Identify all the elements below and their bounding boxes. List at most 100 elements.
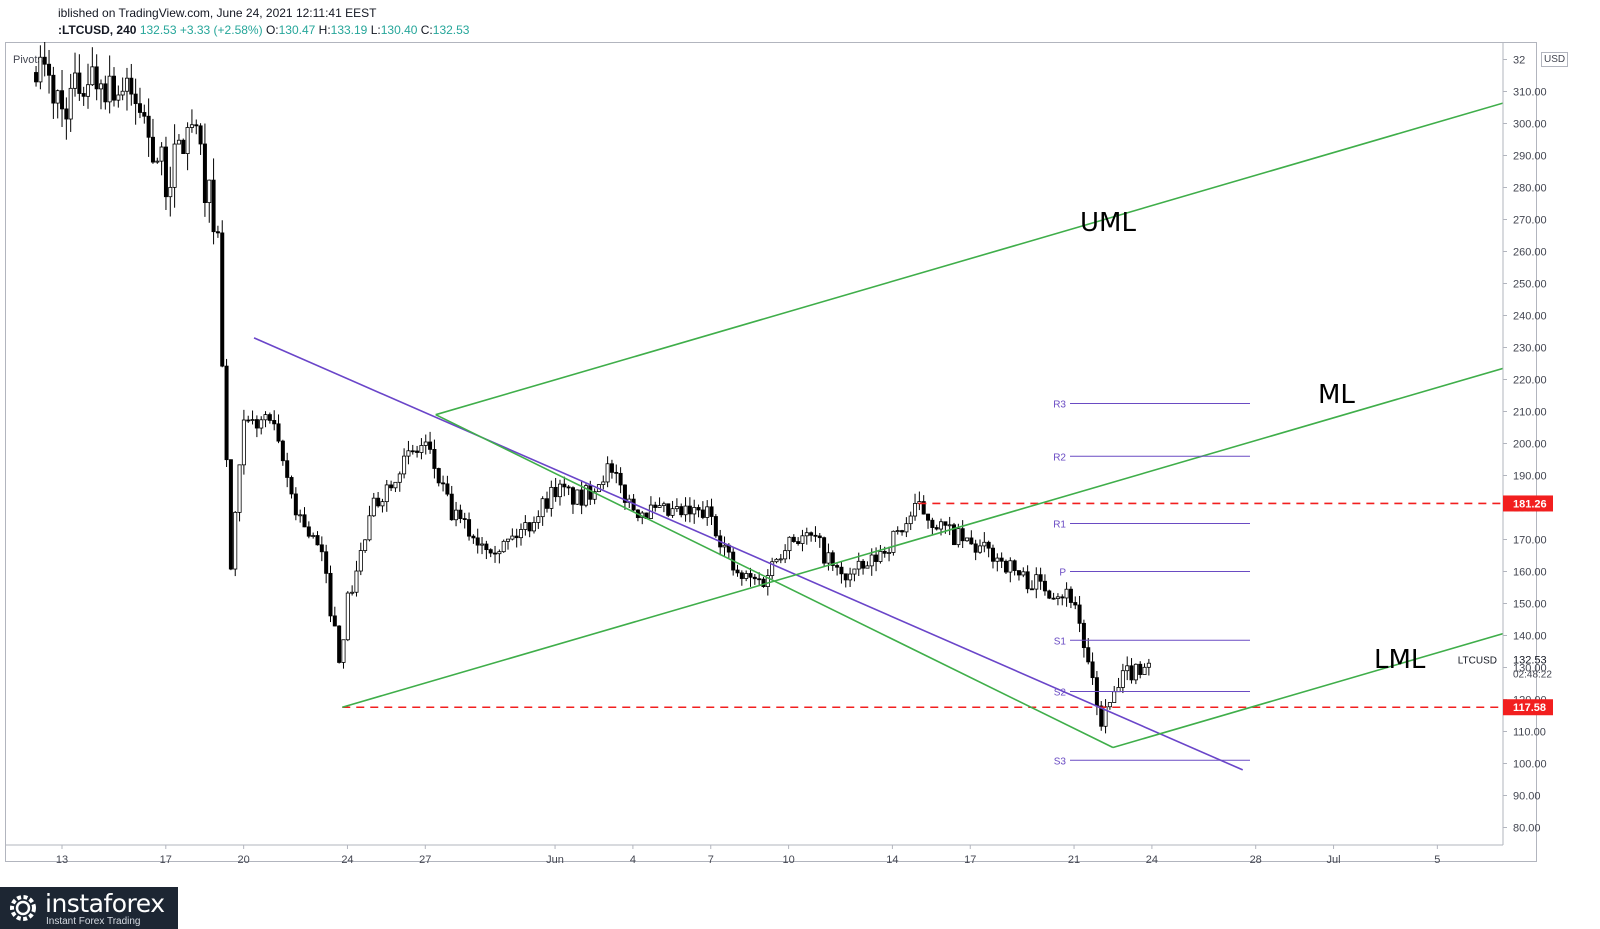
indicator-label[interactable]: Pivots <box>13 54 43 66</box>
candle <box>1099 701 1104 731</box>
candle <box>332 606 337 627</box>
candle <box>506 538 511 550</box>
y-tick-label: 230.00 <box>1513 343 1547 355</box>
candle-body-down <box>813 534 818 537</box>
candle-body-down <box>306 526 311 537</box>
candle-body-up <box>865 565 870 569</box>
candle <box>64 97 69 140</box>
candle-body-down <box>1038 574 1043 582</box>
candle-body-up <box>1034 574 1039 590</box>
candle <box>445 475 450 497</box>
candle <box>822 536 827 567</box>
candle-body-down <box>47 63 52 76</box>
candle-body-up <box>536 516 541 523</box>
gear-logo-icon <box>10 895 36 921</box>
candle <box>908 511 913 531</box>
x-tick-label: 24 <box>1146 854 1158 866</box>
candle-body-down <box>696 507 701 511</box>
candle-body-up <box>68 87 73 120</box>
candle <box>1021 567 1026 578</box>
candle <box>55 89 60 119</box>
candle <box>622 484 627 510</box>
candle-body-down <box>666 503 671 516</box>
candle <box>1073 596 1078 610</box>
candle <box>47 49 52 94</box>
y-tick-label: 260.00 <box>1513 247 1547 259</box>
change-value: +3.33 (+2.58%) <box>179 23 263 37</box>
x-tick-label: 7 <box>708 854 714 866</box>
candle <box>722 536 727 556</box>
close-label: C: <box>420 23 433 37</box>
candle-body-down <box>475 537 480 546</box>
candle <box>1008 557 1013 583</box>
candle-body-up <box>86 84 91 97</box>
candle-body-down <box>748 573 753 578</box>
candle <box>475 528 480 554</box>
candle-body-up <box>939 521 944 530</box>
candle-body-down <box>514 535 519 539</box>
candle-body-down <box>1077 604 1082 624</box>
currency-label[interactable]: USD <box>1541 52 1569 67</box>
candle-body-up <box>90 66 95 86</box>
candle-body-down <box>34 72 39 83</box>
candle <box>449 485 454 521</box>
candle-body-down <box>445 483 450 495</box>
candle <box>194 119 199 135</box>
y-tick-label: 290.00 <box>1513 151 1547 163</box>
brand-name: instaforex <box>45 889 165 918</box>
candle-body-down <box>432 448 437 469</box>
candle <box>306 521 311 539</box>
candle <box>614 464 619 484</box>
candle <box>995 553 1000 572</box>
y-tick-label: 210.00 <box>1513 407 1547 419</box>
candle-body-up <box>1133 663 1138 681</box>
candle <box>648 496 653 520</box>
chart-pane[interactable] <box>5 42 1537 862</box>
candle-body-up <box>406 450 411 457</box>
candle <box>142 104 147 124</box>
candle <box>107 55 112 114</box>
candle-body-down <box>436 468 441 484</box>
candle-body-down <box>1012 560 1017 571</box>
candle <box>674 498 679 512</box>
candle-body-down <box>960 528 965 542</box>
candle <box>990 544 995 569</box>
candle <box>341 639 346 669</box>
candle <box>298 509 303 523</box>
candle-body-up <box>367 515 372 541</box>
annotation-uml: UML <box>1080 208 1136 238</box>
candle <box>861 559 866 575</box>
candle-body-down <box>410 450 415 453</box>
candle-body-up <box>674 506 679 510</box>
candle <box>843 573 848 588</box>
candle <box>1003 559 1008 574</box>
candle <box>683 497 688 522</box>
candle-body-down <box>246 419 251 422</box>
candle <box>415 445 420 458</box>
candle <box>527 522 532 538</box>
candle-body-up <box>1064 588 1069 599</box>
price-tag-countdown: 02:48:22 <box>1513 669 1552 680</box>
candle-body-down <box>822 537 827 564</box>
y-tick-label: 100.00 <box>1513 759 1547 771</box>
candle <box>337 625 342 664</box>
candle-body-down <box>462 518 467 520</box>
candle <box>371 492 376 518</box>
candle-body-up <box>311 535 316 537</box>
candle-body-down <box>488 549 493 554</box>
candle <box>514 528 519 548</box>
candle-body-up <box>891 530 896 553</box>
candle-body-down <box>653 504 658 508</box>
candle <box>90 47 95 87</box>
candle <box>471 534 476 544</box>
candle-body-up <box>887 552 892 554</box>
candle-body-down <box>579 489 584 506</box>
candle-body-down <box>484 543 489 551</box>
candle <box>276 414 281 444</box>
candle <box>124 67 129 111</box>
candle-body-down <box>267 414 272 421</box>
candle <box>224 358 229 467</box>
candle-body-down <box>570 487 575 505</box>
candle-body-up <box>947 524 952 527</box>
